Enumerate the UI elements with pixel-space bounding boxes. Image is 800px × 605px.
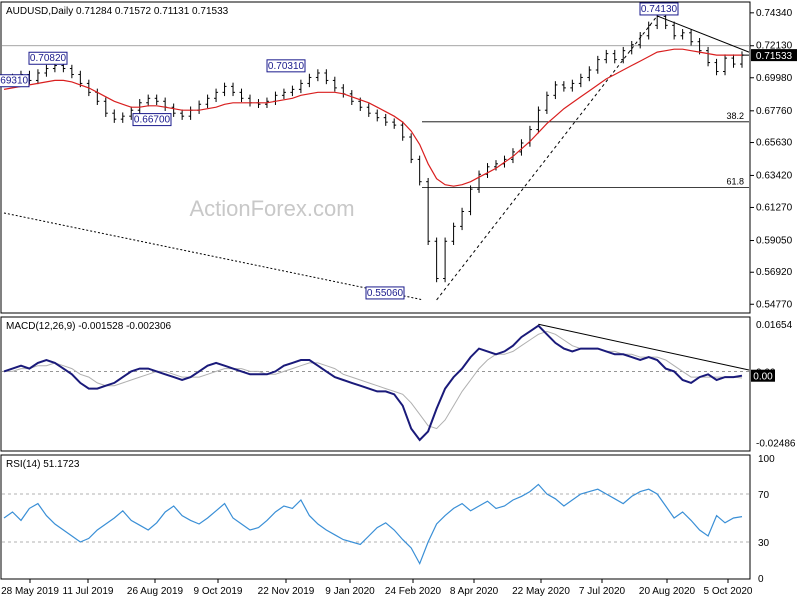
- macd-trendline: [538, 323, 750, 371]
- x-axis-label: 24 Feb 2020: [385, 586, 442, 597]
- x-axis-label: 7 Jul 2020: [579, 586, 626, 597]
- rsi-line: [3, 483, 743, 566]
- price-series-group: 38.2 61.8 0.74130 0.70820 0.70310 0.66700 0.55…: [0, 2, 750, 301]
- price-axis-label: 0.61270: [756, 202, 793, 213]
- current-price-box: [751, 49, 797, 62]
- macd-panel-title: MACD(12,26,9) -0.001528 -0.002306: [6, 321, 172, 332]
- rsi-panel: [0, 454, 751, 580]
- macd-panel: [0, 316, 751, 452]
- sma200-line: [3, 212, 423, 301]
- price-axis-label: 0.72130: [756, 41, 793, 52]
- price-label-box: [0, 74, 30, 88]
- price-panel-title: AUDUSD,Daily 0.71284 0.71572 0.71131 0.7…: [6, 6, 229, 17]
- price-panel: [0, 1, 751, 314]
- price-axis-label: 0.65630: [756, 138, 793, 149]
- macd-series-group: [2, 323, 750, 442]
- macd-current-label: 0.00: [753, 372, 773, 383]
- rsi-axis-label: 30: [758, 538, 770, 549]
- rsi-axis-label: 100: [758, 454, 775, 465]
- price-axis-label: 0.56920: [756, 267, 793, 278]
- rsi-panel-title: RSI(14) 51.1723: [6, 459, 80, 470]
- price-axis-label: 0.67760: [756, 106, 793, 117]
- price-label: 0.74130: [641, 4, 678, 15]
- price-label-box: [365, 286, 405, 300]
- price-axis-label: 0.59050: [756, 236, 793, 247]
- macd-axis-label: -0.02486: [756, 438, 796, 449]
- x-axis-label: 11 Jul 2019: [63, 586, 114, 597]
- fib-label-38.2: 38.2: [726, 111, 744, 121]
- price-axis-label: 0.69980: [756, 73, 793, 84]
- price-label-box: [132, 113, 172, 127]
- macd-signal-line: [4, 330, 743, 430]
- x-axis-label: 5 Oct 2020: [704, 586, 753, 597]
- x-axis-label: 20 Aug 2020: [639, 586, 696, 597]
- x-axis-label: 26 Aug 2019: [127, 586, 184, 597]
- x-axis-label: 8 Apr 2020: [450, 586, 499, 597]
- price-label: 0.66700: [134, 115, 171, 126]
- downtrend-line: [656, 15, 750, 53]
- macd-axis-label: 0.01654: [756, 320, 793, 331]
- fib-label-61.8: 61.8: [726, 176, 744, 186]
- x-axis-label: 9 Jan 2020: [325, 586, 375, 597]
- price-label-box: [28, 51, 68, 65]
- price-label-box: [639, 2, 679, 16]
- macd-line: [3, 324, 743, 442]
- rsi-axis-label: 70: [758, 490, 770, 501]
- price-label: 0.70310: [268, 61, 305, 72]
- x-axis-label: 22 May 2020: [512, 586, 570, 597]
- price-axis-label: 0.63420: [756, 170, 793, 181]
- axes-group: 0.74340 0.72130 0.69980 0.67760 0.65630 0.634…: [1, 8, 797, 597]
- price-label: 0.55060: [367, 288, 404, 299]
- x-axis-label: 28 May 2019: [1, 586, 59, 597]
- current-price-label: 0.71533: [756, 51, 793, 62]
- rsi-axis-label: 0: [758, 574, 764, 585]
- price-axis-label: 0.54770: [756, 299, 793, 310]
- rsi-series-group: [2, 483, 749, 566]
- price-axis-label: 0.74340: [756, 8, 793, 19]
- price-label-box: [266, 59, 306, 73]
- price-label: 0.69310: [0, 76, 29, 87]
- x-axis-label: 9 Oct 2019: [194, 586, 243, 597]
- x-axis-label: 22 Nov 2019: [258, 586, 315, 597]
- price-label: 0.70820: [30, 53, 67, 64]
- watermark: ActionForex.com: [189, 196, 354, 221]
- macd-current-box: [751, 369, 775, 382]
- moving-average-line: [3, 48, 742, 187]
